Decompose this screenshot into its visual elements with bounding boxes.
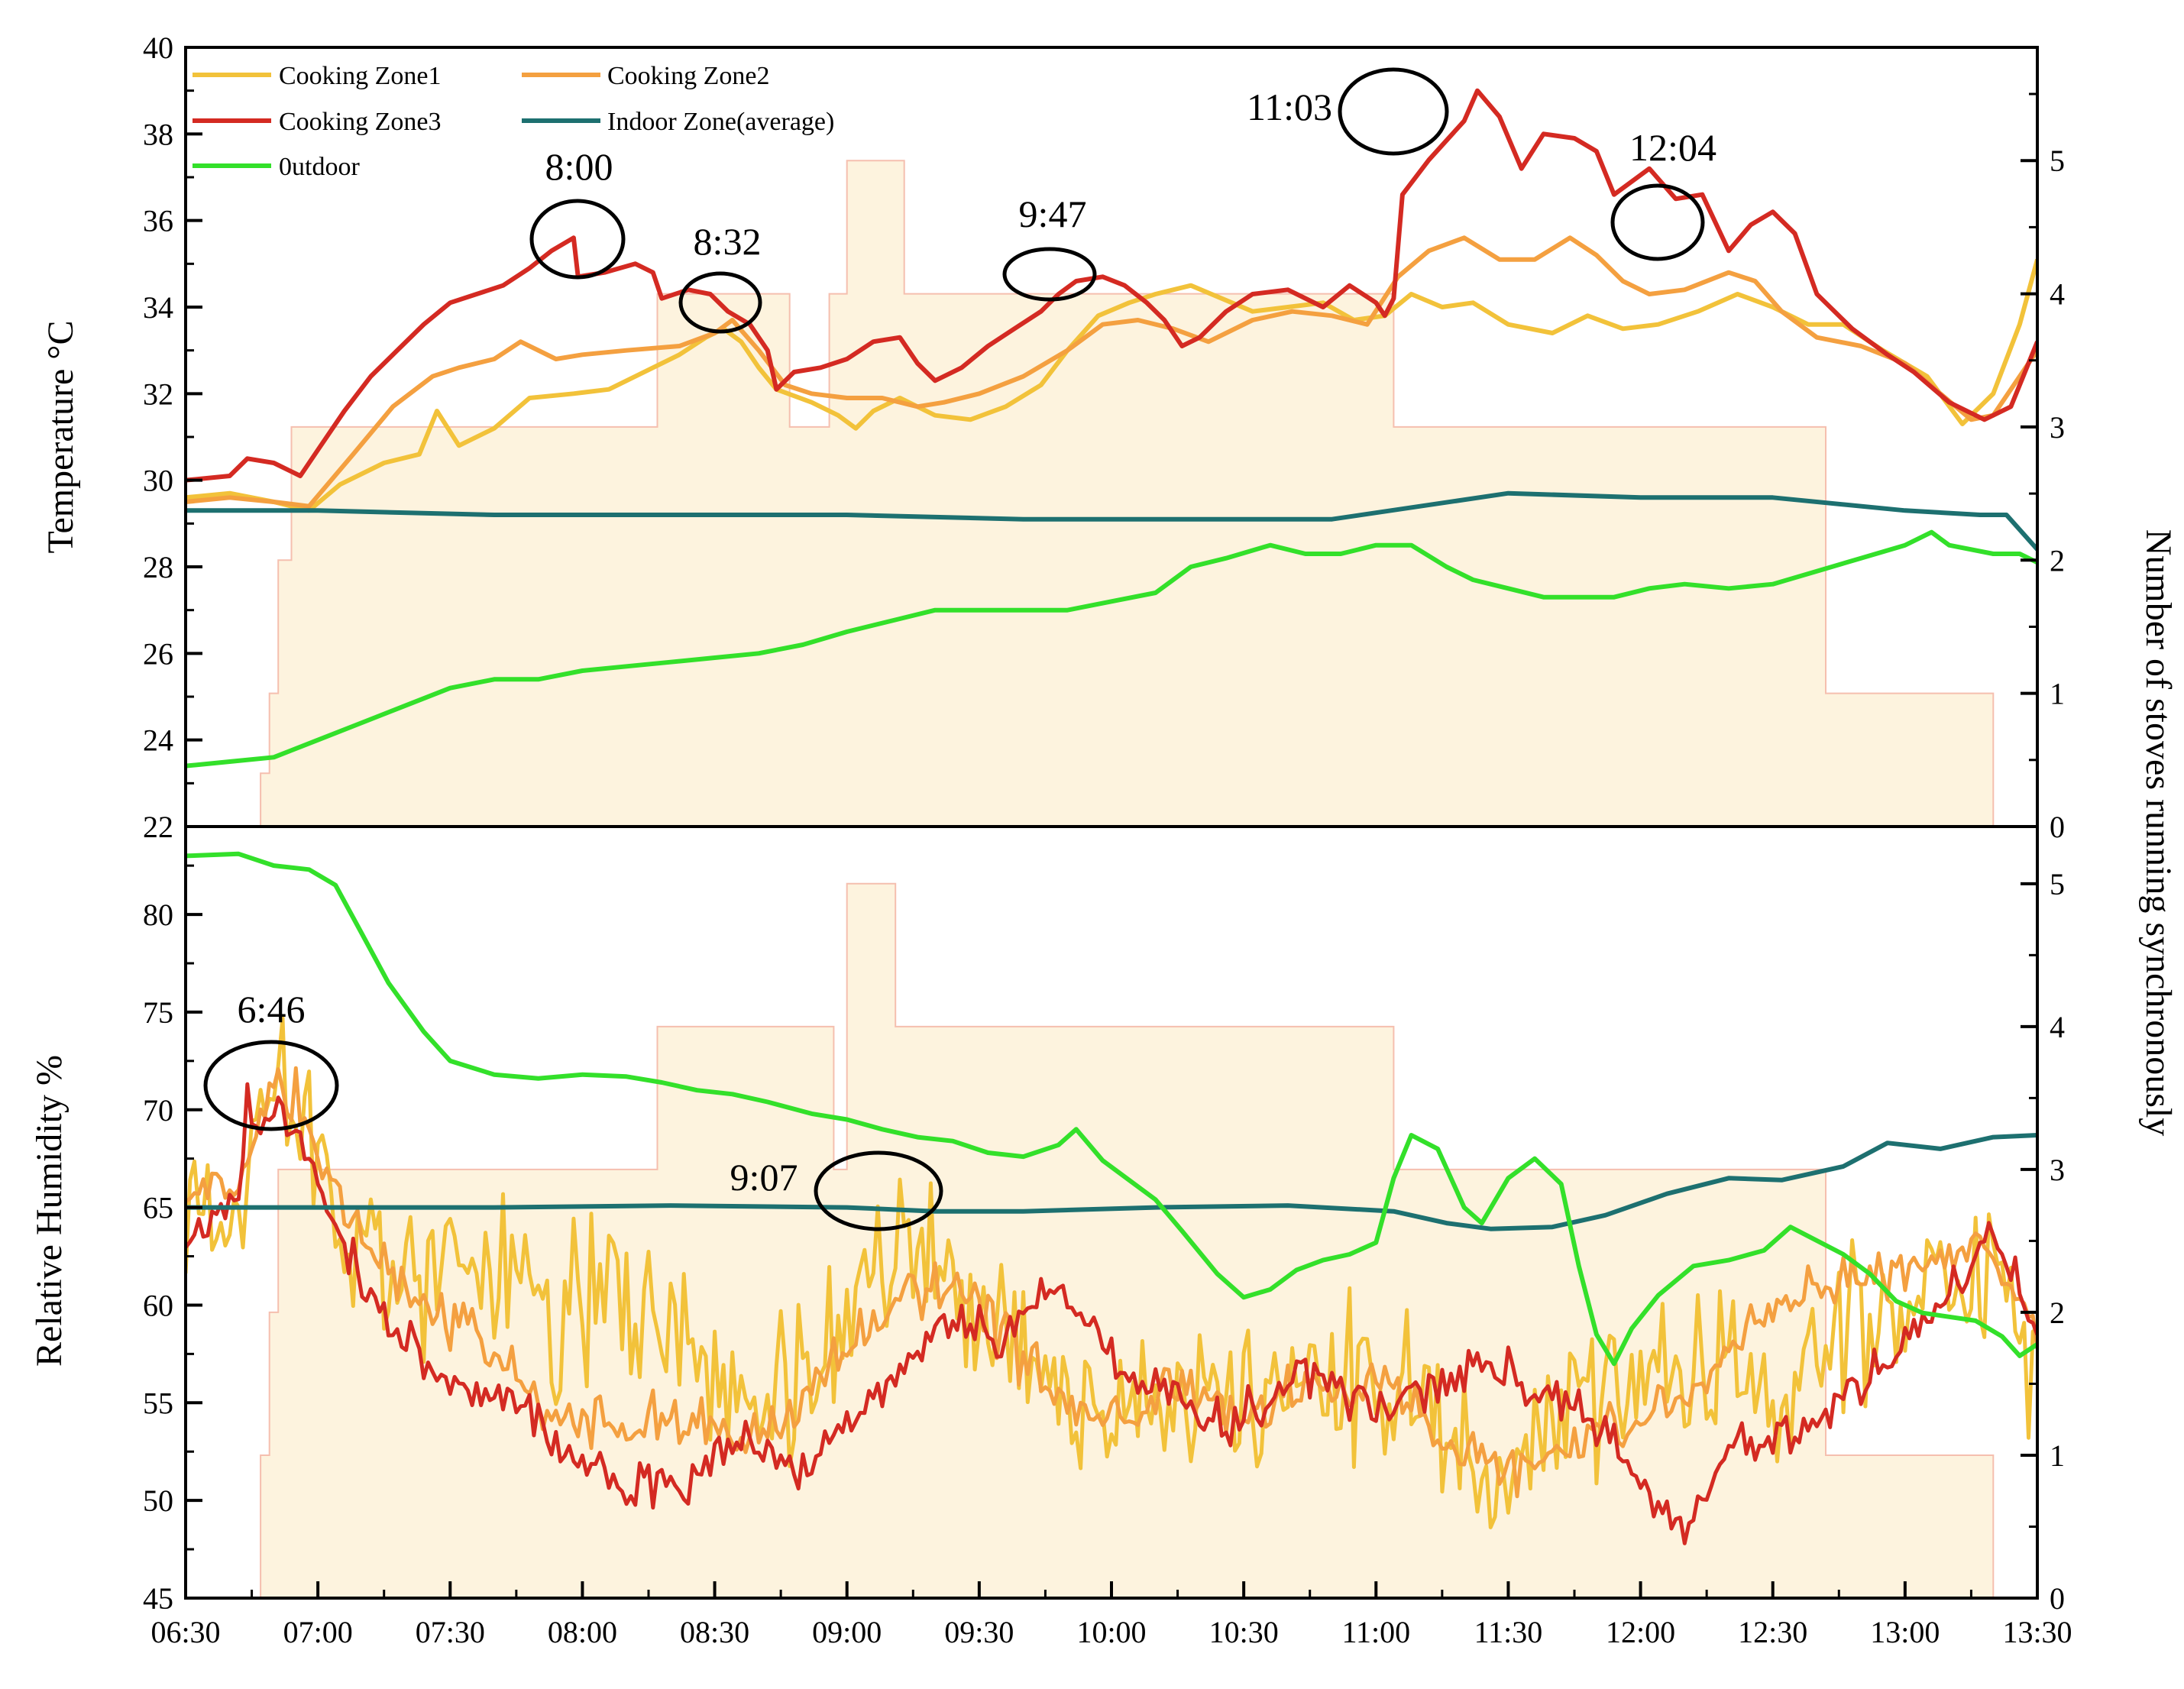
legend-label-indoor: Indoor Zone(average) bbox=[607, 108, 834, 136]
temperature-annotations: 8:00 8:32 9:47 11:03 12:04 bbox=[529, 67, 1716, 334]
rh-y2-tick-label: 0 bbox=[2050, 1581, 2065, 1616]
temperature-y-axis-title: Temperature °C bbox=[40, 320, 81, 553]
temp-y-tick-label: 24 bbox=[143, 723, 173, 758]
legend-label-zone2: Cooking Zone2 bbox=[607, 62, 769, 90]
x-tick-label: 11:00 bbox=[1341, 1615, 1410, 1649]
x-tick-label: 12:00 bbox=[1606, 1615, 1675, 1649]
temp-y-tick-label: 22 bbox=[143, 810, 173, 844]
temp-y-tick-label: 34 bbox=[143, 290, 173, 325]
rh-y-tick-label: 50 bbox=[143, 1484, 173, 1518]
x-tick-label: 12:30 bbox=[1738, 1615, 1807, 1649]
x-tick-label: 07:00 bbox=[283, 1615, 353, 1649]
rh-y2-tick-label: 3 bbox=[2050, 1153, 2065, 1187]
peak-circle-800 bbox=[529, 199, 626, 280]
peak-circle-947 bbox=[1002, 247, 1097, 302]
temperature-series bbox=[186, 88, 2037, 768]
peak-circle-832 bbox=[678, 271, 762, 334]
temp-y2-tick-label: 0 bbox=[2050, 810, 2065, 844]
peak-label-907: 9:07 bbox=[730, 1156, 798, 1199]
x-tick-label: 07:30 bbox=[416, 1615, 485, 1649]
legend-label-zone1: Cooking Zone1 bbox=[279, 62, 441, 90]
x-tick-label: 06:30 bbox=[150, 1615, 220, 1649]
humidity-series bbox=[186, 851, 2037, 1545]
x-tick-label: 09:00 bbox=[812, 1615, 882, 1649]
temp-y-tick-label: 38 bbox=[143, 117, 173, 151]
humidity-annotations: 6:46 9:07 bbox=[203, 988, 943, 1231]
rh-series-cooking-zone3 bbox=[186, 1082, 2037, 1545]
legend-label-outdoor: 0utdoor bbox=[279, 153, 360, 181]
humidity-y-axis-title: Relative Humidity % bbox=[29, 1055, 70, 1367]
temp-series-indoor-zone-average bbox=[186, 490, 2037, 552]
temp-y-tick-label: 32 bbox=[143, 377, 173, 411]
x-tick-label: 08:00 bbox=[548, 1615, 617, 1649]
x-tick-label: 11:30 bbox=[1474, 1615, 1543, 1649]
temp-y2-tick-label: 1 bbox=[2050, 677, 2065, 711]
rh-y-tick-label: 60 bbox=[143, 1288, 173, 1322]
temp-y2-tick-label: 2 bbox=[2050, 543, 2065, 578]
temp-y-tick-label: 28 bbox=[143, 550, 173, 584]
temp-y-tick-label: 26 bbox=[143, 636, 173, 671]
rh-y2-tick-label: 2 bbox=[2050, 1296, 2065, 1330]
rh-series-cooking-zone2 bbox=[186, 1066, 2037, 1499]
temp-y2-tick-label: 4 bbox=[2050, 277, 2065, 312]
temp-series-cooking-zone3 bbox=[186, 88, 2037, 483]
peak-label-646: 6:46 bbox=[238, 988, 306, 1031]
legend: Cooking Zone1 Cooking Zone2 Cooking Zone… bbox=[193, 62, 834, 181]
peak-circle-1103 bbox=[1338, 67, 1449, 156]
rh-y2-tick-label: 4 bbox=[2050, 1010, 2065, 1044]
rh-y-tick-label: 55 bbox=[143, 1386, 173, 1420]
rh-y-tick-label: 65 bbox=[143, 1191, 173, 1225]
peak-label-832: 8:32 bbox=[694, 220, 762, 263]
x-tick-label: 09:30 bbox=[944, 1615, 1014, 1649]
rh-y-tick-label: 70 bbox=[143, 1093, 173, 1128]
x-tick-label: 10:00 bbox=[1076, 1615, 1146, 1649]
rh-y-tick-label: 75 bbox=[143, 995, 173, 1030]
peak-circle-907 bbox=[814, 1150, 943, 1231]
rh-series-indoor-zone-average bbox=[186, 1133, 2037, 1231]
rh-series-cooking-zone1 bbox=[186, 1016, 2037, 1529]
temp-y-tick-label: 36 bbox=[143, 204, 173, 238]
rh-y-tick-label: 80 bbox=[143, 898, 173, 932]
temp-series-cooking-zone2 bbox=[186, 235, 2037, 509]
peak-circle-646 bbox=[203, 1040, 339, 1131]
legend-label-zone3: Cooking Zone3 bbox=[279, 108, 441, 136]
stoves-area-humidity bbox=[186, 882, 2037, 1598]
temp-y2-tick-label: 5 bbox=[2050, 144, 2065, 178]
peak-label-1204: 12:04 bbox=[1629, 126, 1716, 169]
rh-y2-tick-label: 5 bbox=[2050, 867, 2065, 901]
rh-y2-tick-label: 1 bbox=[2050, 1438, 2065, 1473]
temp-series-0utdoor bbox=[186, 529, 2037, 768]
peak-circle-1204 bbox=[1610, 183, 1705, 261]
peak-label-947: 9:47 bbox=[1019, 193, 1087, 235]
x-tick-label: 10:30 bbox=[1209, 1615, 1279, 1649]
x-tick-label: 13:00 bbox=[1870, 1615, 1940, 1649]
temp-y-tick-label: 30 bbox=[143, 464, 173, 498]
x-tick-label: 08:30 bbox=[680, 1615, 749, 1649]
rh-y-tick-label: 45 bbox=[143, 1581, 173, 1616]
rh-series-0utdoor bbox=[186, 851, 2037, 1367]
stoves-area-temperature bbox=[186, 160, 2037, 827]
temp-y2-tick-label: 3 bbox=[2050, 410, 2065, 445]
stoves-y-axis-title: Number of stoves running synchronously bbox=[2138, 529, 2179, 1137]
peak-label-1103: 11:03 bbox=[1247, 86, 1332, 128]
temp-y-tick-label: 40 bbox=[143, 31, 173, 65]
x-tick-label: 13:30 bbox=[2002, 1615, 2072, 1649]
peak-label-800: 8:00 bbox=[545, 145, 613, 188]
